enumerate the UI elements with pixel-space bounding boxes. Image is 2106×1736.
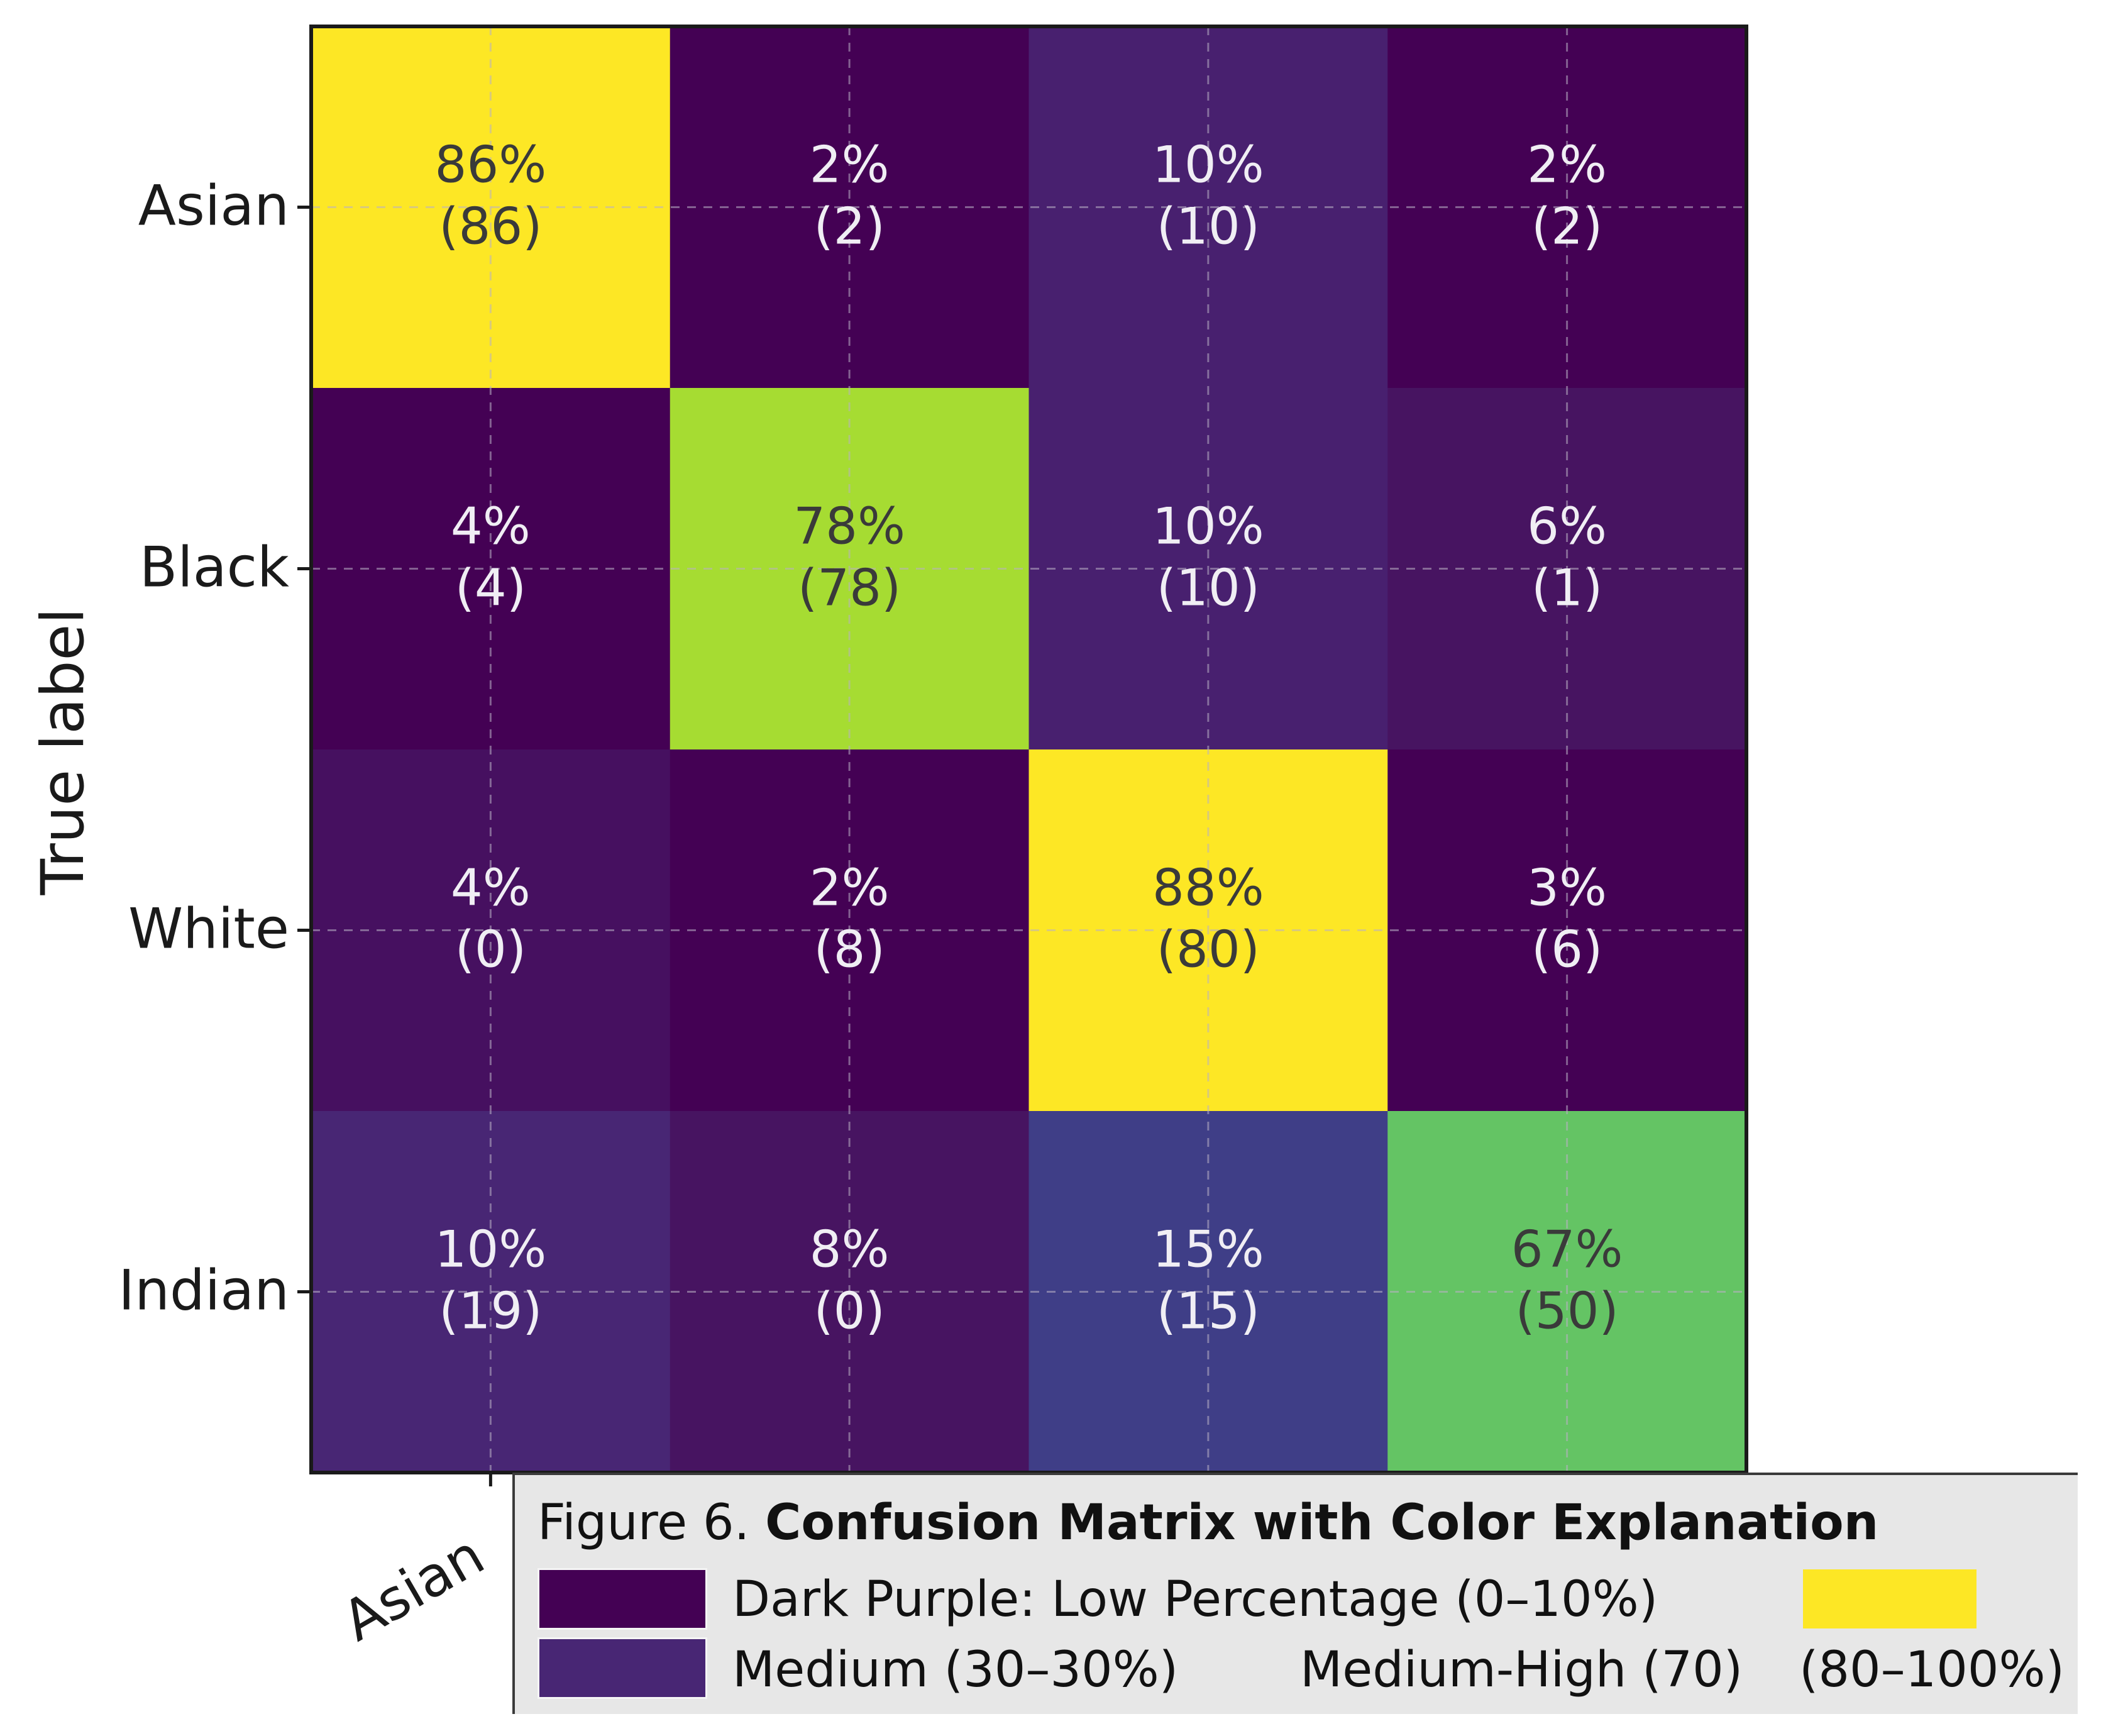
cell-percent-r3-c3: 67% <box>1511 1220 1623 1279</box>
legend-swatch-dark-purple <box>538 1568 707 1630</box>
cell-percent-r2-c3: 3% <box>1527 859 1607 917</box>
cell-percent-r0-c2: 10% <box>1152 136 1264 194</box>
cell-percent-r2-c1: 2% <box>810 859 890 917</box>
figure-caption: Figure 6. Confusion Matrix with Color Ex… <box>538 1491 1878 1554</box>
cell-count-r0-c3: (2) <box>1531 197 1602 256</box>
cell-count-r1-c2: (10) <box>1157 559 1260 617</box>
legend-label-medium-high: Medium-High (70) <box>1300 1642 1743 1698</box>
cell-percent-r1-c1: 78% <box>793 497 905 556</box>
cell-count-r1-c3: (1) <box>1531 559 1602 617</box>
y-axis-label: True label <box>29 608 97 896</box>
cell-percent-r1-c2: 10% <box>1152 497 1264 556</box>
cell-count-r0-c0: (86) <box>439 197 542 256</box>
legend-swatch-medium <box>538 1637 707 1699</box>
cell-percent-r3-c1: 8% <box>810 1220 890 1279</box>
cell-count-r3-c2: (15) <box>1157 1282 1260 1341</box>
cell-percent-r1-c0: 4% <box>451 497 531 556</box>
figure-number: Figure 6. <box>538 1495 750 1551</box>
row-tick-labels: Asian Black White Indian <box>118 174 289 1323</box>
figure-title: Confusion Matrix with Color Explanation <box>765 1495 1879 1551</box>
heatmap-cells <box>311 26 1747 1473</box>
cell-count-r0-c2: (10) <box>1157 197 1260 256</box>
col-label-asian: Asian <box>331 1522 495 1654</box>
cell-labels: 86%(86)2%(2)10%(10)2%(2)4%(4)78%(78)10%(… <box>434 136 1623 1341</box>
cell-count-r0-c1: (2) <box>813 197 885 256</box>
legend-label-medium: Medium (30–30%) <box>732 1642 1179 1698</box>
cell-percent-r3-c0: 10% <box>434 1220 546 1279</box>
cell-count-r1-c1: (78) <box>798 559 901 617</box>
row-label-black: Black <box>140 535 289 600</box>
cell-count-r2-c2: (80) <box>1157 921 1260 979</box>
legend-label-low: Dark Purple: Low Percentage (0–10%) <box>732 1571 1658 1628</box>
row-label-indian: Indian <box>118 1258 289 1323</box>
cell-percent-r0-c3: 2% <box>1527 136 1607 194</box>
cell-count-r2-c0: (0) <box>455 921 526 979</box>
cell-count-r3-c0: (19) <box>439 1282 542 1341</box>
cell-percent-r3-c2: 15% <box>1152 1220 1264 1279</box>
row-label-asian: Asian <box>138 174 289 238</box>
row-label-white: White <box>128 897 289 961</box>
cell-count-r2-c3: (6) <box>1531 921 1602 979</box>
col-tick-labels: Asian <box>331 1522 495 1654</box>
cell-count-r2-c1: (8) <box>813 921 885 979</box>
cell-percent-r0-c0: 86% <box>434 136 546 194</box>
cell-count-r3-c3: (50) <box>1516 1282 1619 1341</box>
legend-label-high: (80–100%) <box>1799 1642 2065 1698</box>
legend-swatch-yellow <box>1803 1569 1976 1628</box>
cell-percent-r1-c3: 6% <box>1527 497 1607 556</box>
cell-count-r3-c1: (0) <box>813 1282 885 1341</box>
cell-count-r1-c0: (4) <box>455 559 526 617</box>
cell-percent-r2-c0: 4% <box>451 859 531 917</box>
cell-percent-r0-c1: 2% <box>810 136 890 194</box>
gridlines <box>311 26 1746 1473</box>
cell-percent-r2-c2: 88% <box>1152 859 1264 917</box>
